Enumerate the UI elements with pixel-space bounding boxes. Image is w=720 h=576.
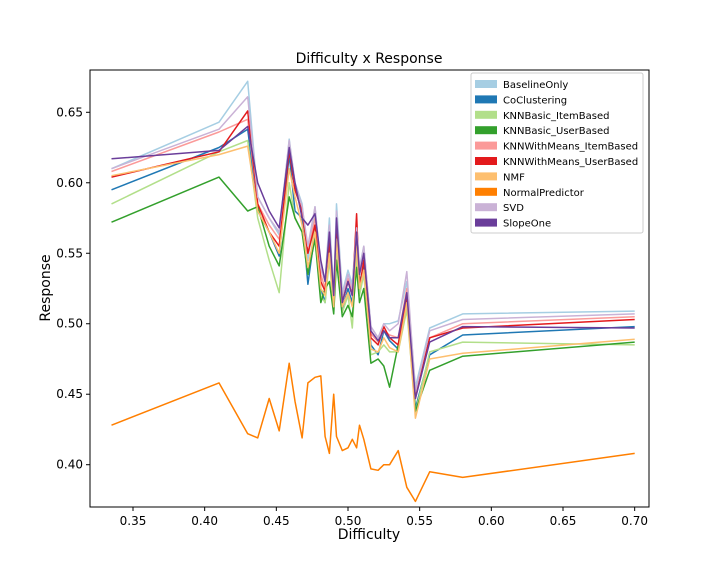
x-tick-label: 0.65 <box>550 514 577 528</box>
plot-frame <box>89 69 650 508</box>
series-layer <box>111 80 635 503</box>
y-tick-label: 0.50 <box>56 317 83 331</box>
legend-label: SVD <box>503 203 524 214</box>
legend-label: NMF <box>503 172 525 183</box>
legend-swatch <box>475 203 497 212</box>
legend-label: SlopeOne <box>503 219 551 230</box>
legend-box <box>470 72 644 234</box>
y-tick-label: 0.40 <box>56 458 83 472</box>
x-tick-label: 0.45 <box>263 514 290 528</box>
legend-label: KNNBasic_UserBased <box>503 126 609 137</box>
x-axis: 0.35 0.40 0.45 0.50 0.55 0.60 0.65 0.70 <box>120 507 648 528</box>
legend-swatch <box>475 126 497 135</box>
legend-label: KNNBasic_ItemBased <box>503 111 609 122</box>
x-tick-label: 0.40 <box>191 514 218 528</box>
series-line-slopeone <box>111 125 635 400</box>
legend-swatch <box>475 187 497 196</box>
series-line-nmf <box>111 145 635 419</box>
legend-label: KNNWithMeans_UserBased <box>503 157 638 168</box>
legend-swatch <box>475 95 497 104</box>
x-tick-label: 0.60 <box>478 514 505 528</box>
legend-label: KNNWithMeans_ItemBased <box>503 142 638 153</box>
series-line-normalpredictor <box>111 362 635 503</box>
x-tick-label: 0.55 <box>406 514 433 528</box>
legend-swatch <box>475 80 497 88</box>
y-tick-label: 0.60 <box>56 176 83 190</box>
x-tick-label: 0.50 <box>335 514 362 528</box>
x-axis-label: Difficulty <box>338 527 400 543</box>
chart-title: Difficulty x Response <box>296 51 443 67</box>
legend-swatch <box>475 110 497 119</box>
x-tick-label: 0.35 <box>120 514 147 528</box>
legend-label: BaselineOnly <box>503 80 568 91</box>
legend-swatch <box>475 172 497 181</box>
y-axis: 0.40 0.45 0.50 0.55 0.60 0.65 <box>56 105 90 472</box>
x-tick-label: 0.70 <box>621 514 648 528</box>
y-axis-label: Response <box>38 254 54 321</box>
legend-label: NormalPredictor <box>503 188 585 199</box>
y-tick-label: 0.55 <box>56 246 83 260</box>
legend-swatch <box>475 141 497 150</box>
legend: BaselineOnly CoClustering KNNBasic_ItemBas… <box>470 72 644 234</box>
legend-swatch <box>475 157 497 165</box>
y-tick-label: 0.45 <box>56 387 83 401</box>
legend-swatch <box>475 218 497 227</box>
y-tick-label: 0.65 <box>56 105 83 119</box>
legend-label: CoClustering <box>503 95 567 106</box>
